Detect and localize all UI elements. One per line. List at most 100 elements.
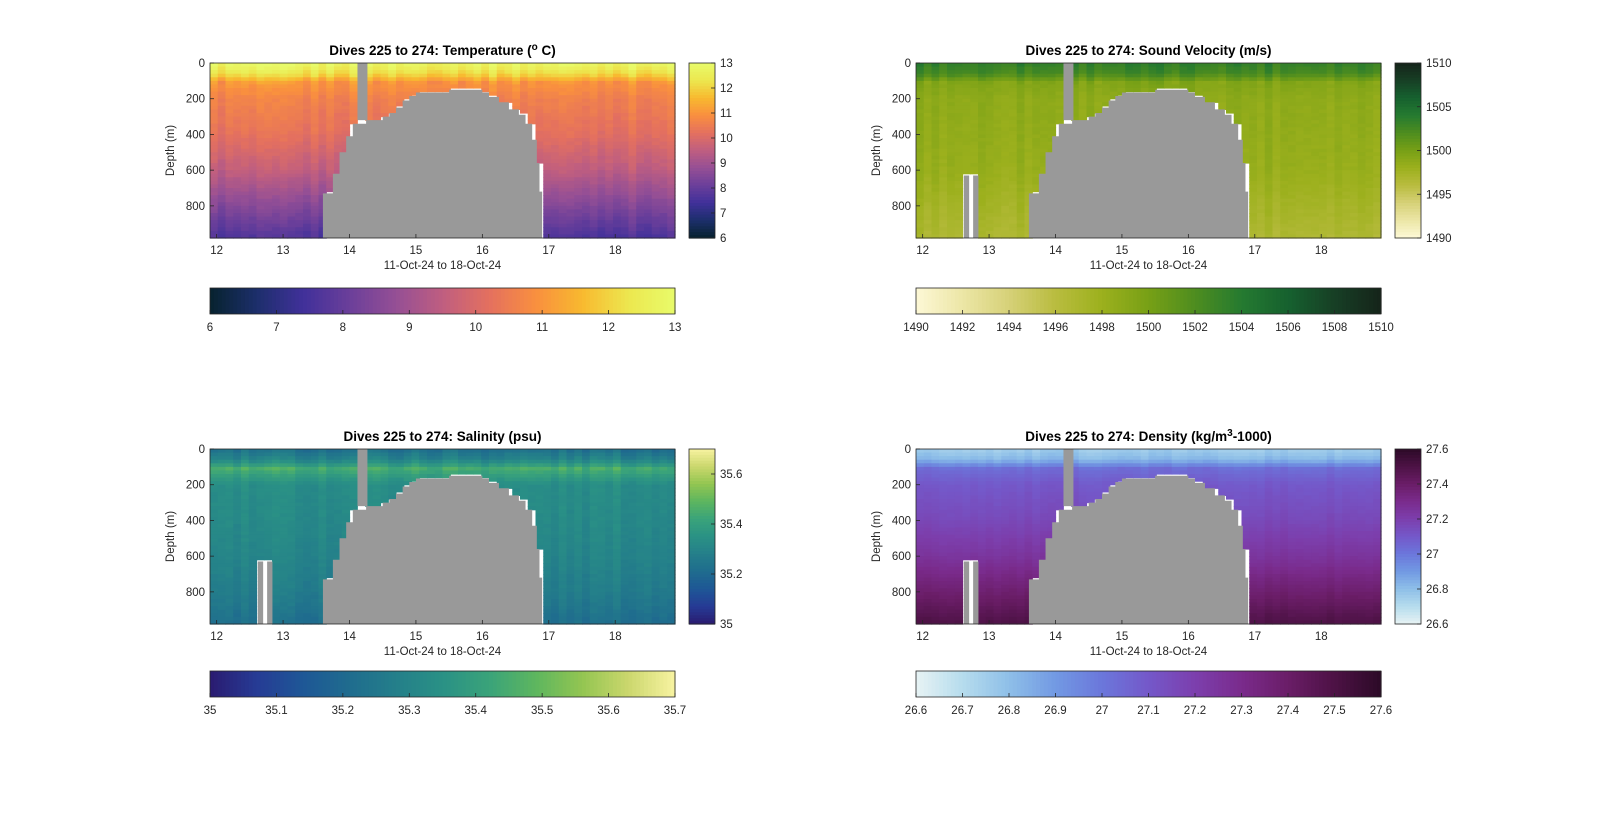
colorbar-frame xyxy=(688,448,716,625)
colorbar-tick-label: 13 xyxy=(720,58,733,70)
chart-title: Dives 225 to 274: Temperature (o C) xyxy=(329,42,555,58)
horizontal-colorbar: 35 35.1 35.2 35.3 35.4 35.5 35.6 35.7 xyxy=(204,670,686,717)
heatmap-cells xyxy=(210,63,676,239)
colorbar-tick-label: 6 xyxy=(207,322,213,334)
colorbar-tick-label: 11 xyxy=(720,108,732,120)
y-tick-label: 400 xyxy=(892,515,911,527)
chart-title-end: -1000) xyxy=(1233,429,1272,444)
x-tick-label: 17 xyxy=(1248,631,1261,643)
colorbar-tick-label: 35.5 xyxy=(531,705,553,717)
colorbar-tick-label: 1492 xyxy=(950,322,976,334)
colorbar-frame xyxy=(688,62,716,239)
colorbar-tick-label: 27.2 xyxy=(1426,514,1448,526)
colorbar-tick-label: 35.6 xyxy=(720,469,742,481)
colorbar-tick-label: 27.3 xyxy=(1230,705,1252,717)
colorbar-tick-label: 27.5 xyxy=(1323,705,1345,717)
x-tick-label: 13 xyxy=(277,631,290,643)
x-tick-label: 17 xyxy=(1248,245,1261,257)
chart-title-main: Dives 225 to 274: Density (kg/m xyxy=(1025,429,1227,444)
colorbar-tick-label: 26.6 xyxy=(1426,619,1448,631)
colorbar-tick-label: 1500 xyxy=(1426,146,1452,158)
chart-title-end: C) xyxy=(538,43,556,58)
colorbar-tick-label: 1490 xyxy=(903,322,929,334)
x-tick-label: 13 xyxy=(277,245,290,257)
x-tick-label: 18 xyxy=(1315,245,1328,257)
colorbar-tick-label: 35.2 xyxy=(720,569,742,581)
x-tick-label: 14 xyxy=(1049,631,1062,643)
colorbar-frame xyxy=(209,287,676,315)
colorbar-tick-label: 10 xyxy=(469,322,482,334)
no-data-gap xyxy=(973,175,979,238)
no-data-gap xyxy=(1063,63,1074,121)
colorbar-tick-label: 35.7 xyxy=(664,705,686,717)
y-tick-label: 600 xyxy=(186,551,205,563)
colorbar-tick-label: 6 xyxy=(720,233,726,245)
colorbar-tick-label: 1494 xyxy=(996,322,1022,334)
heatmap-cells xyxy=(210,449,676,625)
vertical-colorbar: 27.6 27.4 27.2 27 26.8 26.6 xyxy=(1394,444,1449,631)
no-data-region xyxy=(1028,89,1249,239)
y-tick-label: 0 xyxy=(199,58,205,70)
x-tick-label: 12 xyxy=(210,631,223,643)
colorbar-tick-label: 1510 xyxy=(1426,58,1452,70)
y-tick-label: 0 xyxy=(905,444,911,456)
colorbar-tick-label: 1496 xyxy=(1043,322,1069,334)
colorbar-tick-label: 35.4 xyxy=(720,519,743,531)
colorbar-tick-label: 1505 xyxy=(1426,102,1452,114)
no-data-region xyxy=(322,89,543,239)
horizontal-colorbar: 6 7 8 9 10 11 12 13 xyxy=(207,287,682,334)
y-tick-label: 400 xyxy=(186,515,205,527)
colorbar-tick-label: 26.8 xyxy=(998,705,1020,717)
colorbar-tick-label: 27.4 xyxy=(1426,479,1449,491)
colorbar-tick-label: 27.2 xyxy=(1184,705,1206,717)
x-tick-label: 15 xyxy=(1116,631,1129,643)
x-tick-label: 16 xyxy=(476,631,489,643)
no-data-gap xyxy=(963,561,970,624)
no-data-gap xyxy=(267,561,273,624)
colorbar-tick-label: 7 xyxy=(273,322,279,334)
colorbar-tick-label: 13 xyxy=(669,322,682,334)
colorbar-tick-label: 1490 xyxy=(1426,233,1452,245)
colorbar-tick-label: 27.4 xyxy=(1277,705,1300,717)
chart-panel-4: 12 13 14 15 16 17 18 0 200 400 600 800 11-Oct-24 to … xyxy=(871,428,1449,717)
colorbar-tick-label: 35 xyxy=(720,619,733,631)
y-axis-label: Depth (m) xyxy=(871,511,883,562)
colorbar-tick-label: 1506 xyxy=(1275,322,1301,334)
colorbar-tick-label: 35.3 xyxy=(398,705,420,717)
chart-title-main: Dives 225 to 274: Salinity (psu) xyxy=(343,429,541,444)
colorbar-tick-label: 1498 xyxy=(1089,322,1115,334)
y-tick-label: 200 xyxy=(892,480,911,492)
colorbar-tick-label: 27.6 xyxy=(1370,705,1392,717)
colorbar-tick-label: 35.4 xyxy=(465,705,488,717)
y-tick-label: 400 xyxy=(892,129,911,141)
colorbar-tick-label: 1508 xyxy=(1322,322,1348,334)
colorbar-tick-label: 9 xyxy=(720,158,726,170)
colorbar-tick-label: 1510 xyxy=(1368,322,1394,334)
chart-title: Dives 225 to 274: Salinity (psu) xyxy=(343,429,541,444)
no-data-region xyxy=(322,475,543,624)
x-tick-label: 14 xyxy=(343,631,356,643)
chart-title: Dives 225 to 274: Density (kg/m3-1000) xyxy=(1025,428,1271,444)
y-tick-label: 600 xyxy=(892,551,911,563)
x-tick-label: 12 xyxy=(210,245,223,257)
vertical-colorbar: 1510 1505 1500 1495 1490 xyxy=(1394,58,1452,245)
colorbar-tick-label: 10 xyxy=(720,133,733,145)
no-data-region xyxy=(1028,475,1249,624)
chart-panel-2: 12 13 14 15 16 17 18 0 200 400 600 800 11-Oct-24 to … xyxy=(871,43,1452,334)
x-tick-label: 14 xyxy=(343,245,356,257)
y-tick-label: 200 xyxy=(186,94,205,106)
colorbar-tick-label: 27.6 xyxy=(1426,444,1448,456)
no-data-gap xyxy=(357,449,368,507)
x-tick-label: 18 xyxy=(609,631,622,643)
colorbar-tick-label: 27 xyxy=(1426,549,1439,561)
y-tick-label: 800 xyxy=(892,587,911,599)
colorbar-frame xyxy=(209,670,676,698)
colorbar-frame xyxy=(1394,448,1422,625)
colorbar-tick-label: 8 xyxy=(720,183,726,195)
colorbar-tick-label: 26.8 xyxy=(1426,584,1448,596)
x-tick-label: 13 xyxy=(983,245,996,257)
colorbar-tick-label: 26.9 xyxy=(1044,705,1066,717)
colorbar-tick-label: 12 xyxy=(720,83,733,95)
horizontal-colorbar: 26.6 26.7 26.8 26.9 27 27.1 27.2 27.3 27.4 27.5 27… xyxy=(905,670,1392,717)
